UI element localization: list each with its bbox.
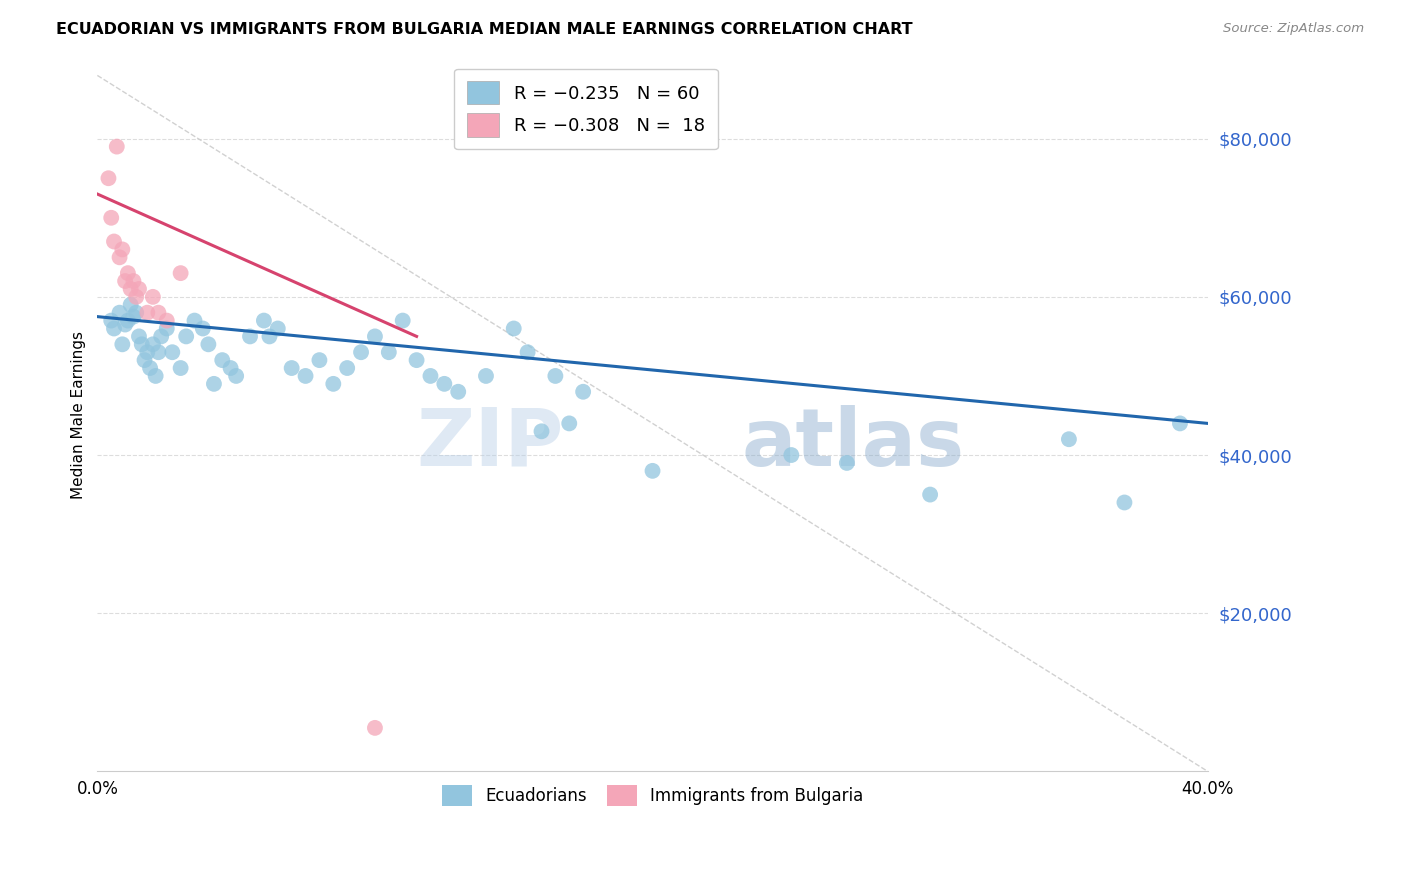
Point — [267, 321, 290, 335]
Point — [148, 345, 170, 359]
Point — [120, 282, 142, 296]
Point — [530, 425, 553, 439]
Point — [350, 345, 373, 359]
Point — [259, 329, 281, 343]
Point — [1057, 432, 1080, 446]
Point — [134, 353, 156, 368]
Point — [516, 345, 538, 359]
Point — [108, 250, 131, 264]
Point — [150, 329, 173, 343]
Legend: Ecuadorians, Immigrants from Bulgaria: Ecuadorians, Immigrants from Bulgaria — [432, 775, 873, 816]
Point — [100, 211, 122, 225]
Point — [156, 321, 179, 335]
Point — [145, 368, 167, 383]
Point — [780, 448, 803, 462]
Point — [433, 376, 456, 391]
Point — [142, 290, 165, 304]
Point — [558, 417, 581, 431]
Point — [294, 368, 316, 383]
Point — [378, 345, 401, 359]
Point — [169, 361, 191, 376]
Text: Source: ZipAtlas.com: Source: ZipAtlas.com — [1223, 22, 1364, 36]
Point — [174, 329, 197, 343]
Point — [122, 310, 145, 324]
Point — [111, 243, 134, 257]
Point — [364, 721, 387, 735]
Point — [405, 353, 427, 368]
Point — [280, 361, 302, 376]
Point — [1168, 417, 1191, 431]
Point — [136, 345, 159, 359]
Point — [308, 353, 330, 368]
Point — [125, 306, 148, 320]
Point — [475, 368, 498, 383]
Point — [125, 290, 148, 304]
Point — [336, 361, 359, 376]
Point — [835, 456, 858, 470]
Point — [148, 306, 170, 320]
Point — [139, 361, 162, 376]
Text: atlas: atlas — [741, 405, 965, 483]
Point — [239, 329, 262, 343]
Point — [156, 313, 179, 327]
Point — [103, 235, 125, 249]
Point — [202, 376, 225, 391]
Point — [100, 313, 122, 327]
Point — [136, 306, 159, 320]
Point — [419, 368, 441, 383]
Point — [122, 274, 145, 288]
Point — [114, 274, 136, 288]
Point — [162, 345, 184, 359]
Point — [169, 266, 191, 280]
Point — [117, 266, 139, 280]
Point — [253, 313, 276, 327]
Point — [544, 368, 567, 383]
Point — [97, 171, 120, 186]
Point — [502, 321, 524, 335]
Point — [183, 313, 205, 327]
Point — [105, 139, 128, 153]
Point — [120, 298, 142, 312]
Point — [128, 329, 150, 343]
Point — [447, 384, 470, 399]
Point — [322, 376, 344, 391]
Point — [1114, 495, 1136, 509]
Point — [391, 313, 413, 327]
Point — [197, 337, 219, 351]
Y-axis label: Median Male Earnings: Median Male Earnings — [72, 332, 86, 500]
Point — [114, 318, 136, 332]
Point — [117, 313, 139, 327]
Point — [142, 337, 165, 351]
Point — [128, 282, 150, 296]
Point — [191, 321, 214, 335]
Point — [572, 384, 595, 399]
Point — [225, 368, 247, 383]
Point — [131, 337, 153, 351]
Text: ECUADORIAN VS IMMIGRANTS FROM BULGARIA MEDIAN MALE EARNINGS CORRELATION CHART: ECUADORIAN VS IMMIGRANTS FROM BULGARIA M… — [56, 22, 912, 37]
Point — [219, 361, 242, 376]
Point — [103, 321, 125, 335]
Text: ZIP: ZIP — [416, 405, 564, 483]
Point — [111, 337, 134, 351]
Point — [364, 329, 387, 343]
Point — [920, 487, 942, 501]
Point — [641, 464, 664, 478]
Point — [108, 306, 131, 320]
Point — [211, 353, 233, 368]
